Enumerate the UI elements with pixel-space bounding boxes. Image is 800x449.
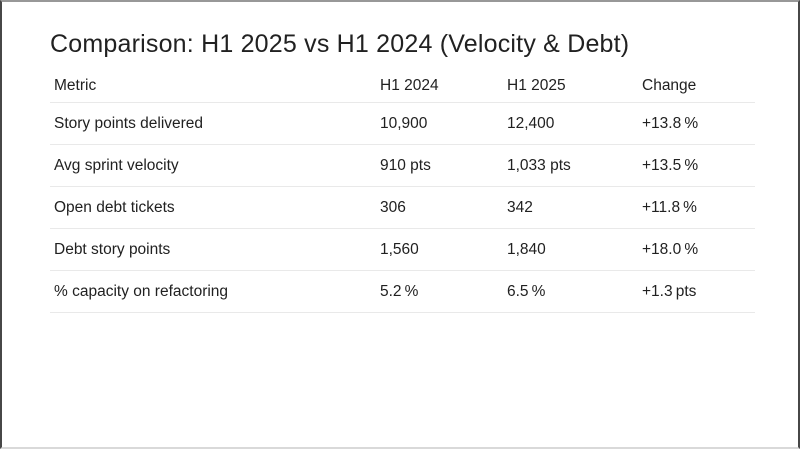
table-header-row: Metric H1 2024 H1 2025 Change [50,69,755,103]
h1-2024-cell: 306 [380,198,406,216]
h1-2025-cell: 1,840 [507,240,546,258]
column-header-metric: Metric [54,76,97,94]
comparison-table: Metric H1 2024 H1 2025 Change Story poin… [50,69,755,313]
column-header-h1-2025: H1 2025 [507,76,566,94]
metric-cell: Avg sprint velocity [54,156,179,174]
table-row: Debt story points 1,560 1,840 +18.0 % [50,229,755,271]
table-row: Story points delivered 10,900 12,400 +13… [50,103,755,145]
change-cell: +13.5 % [642,156,699,174]
h1-2025-cell: 12,400 [507,114,555,132]
change-cell: +1.3 pts [642,282,697,300]
metric-cell: Story points delivered [54,114,204,132]
column-header-h1-2024: H1 2024 [380,76,439,94]
metric-cell: Debt story points [54,240,171,258]
slide-title: Comparison: H1 2025 vs H1 2024 (Velocity… [50,30,630,58]
change-cell: +13.8 % [642,114,699,132]
table-row: % capacity on refactoring 5.2 % 6.5 % +1… [50,271,755,313]
h1-2025-cell: 1,033 pts [507,156,571,174]
h1-2024-cell: 10,900 [380,114,428,132]
h1-2025-cell: 342 [507,198,533,216]
h1-2025-cell: 6.5 % [507,282,546,300]
metric-cell: % capacity on refactoring [54,282,229,300]
table-row: Avg sprint velocity 910 pts 1,033 pts +1… [50,145,755,187]
h1-2024-cell: 910 pts [380,156,431,174]
change-cell: +18.0 % [642,240,699,258]
h1-2024-cell: 1,560 [380,240,419,258]
change-cell: +11.8 % [642,198,697,216]
h1-2024-cell: 5.2 % [380,282,419,300]
column-header-change: Change [642,76,697,94]
metric-cell: Open debt tickets [54,198,175,216]
table-row: Open debt tickets 306 342 +11.8 % [50,187,755,229]
